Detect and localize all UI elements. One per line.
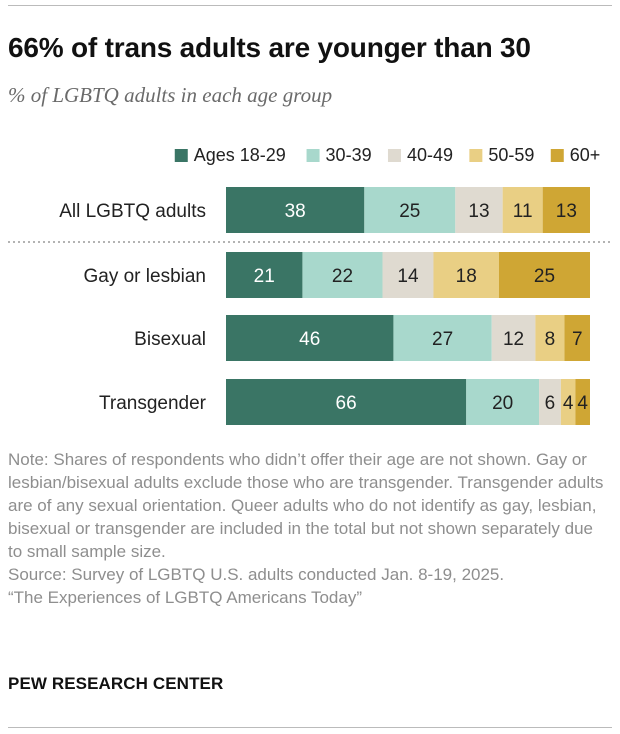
top-rule [8, 5, 612, 6]
data-label-bisexual-50-59: 8 [545, 329, 556, 350]
chart-title: 66% of trans adults are younger than 30 [8, 32, 531, 63]
data-label-transgender-50-59: 4 [563, 393, 574, 414]
legend-swatch-ages-18-29 [174, 149, 188, 162]
bar-gay-or-lesbian-ages-18-29 [226, 252, 303, 298]
data-label-all-lgbtq-adults-60: 13 [556, 201, 577, 222]
data-label-all-lgbtq-adults-50-59: 11 [513, 201, 533, 222]
data-label-all-lgbtq-adults-30-39: 25 [399, 201, 420, 222]
legend-label-40-49: 40-49 [407, 145, 453, 165]
bar-bisexual-50-59 [535, 315, 565, 361]
bar-bisexual-ages-18-29 [226, 315, 394, 361]
data-label-gay-or-lesbian-50-59: 18 [456, 266, 477, 287]
data-label-all-lgbtq-adults-ages-18-29: 38 [285, 201, 306, 222]
data-label-transgender-ages-18-29: 66 [336, 393, 357, 414]
legend-swatch-40-49 [387, 149, 401, 162]
bar-gay-or-lesbian-30-39 [302, 252, 383, 298]
pew-research-center-logo: PEW RESEARCH CENTER [8, 674, 224, 693]
source-text: Source: Survey of LGBTQ U.S. adults cond… [8, 565, 505, 584]
data-label-bisexual-60: 7 [572, 329, 583, 350]
legend-label-ages-18-29: Ages 18-29 [194, 145, 286, 165]
category-label-all-lgbtq-adults: All LGBTQ adults [59, 201, 206, 222]
data-label-gay-or-lesbian-40-49: 14 [397, 266, 419, 287]
legend-label-50-59: 50-59 [488, 145, 534, 165]
data-label-bisexual-ages-18-29: 46 [299, 329, 320, 350]
bar-all-lgbtq-adults-ages-18-29 [226, 187, 365, 233]
bar-transgender-40-49 [539, 379, 561, 425]
data-label-transgender-60: 4 [577, 393, 588, 414]
bar-transgender-ages-18-29 [226, 379, 467, 425]
data-label-bisexual-40-49: 12 [503, 329, 524, 350]
data-label-gay-or-lesbian-ages-18-29: 21 [254, 266, 275, 287]
bar-all-lgbtq-adults-30-39 [364, 187, 456, 233]
bar-all-lgbtq-adults-50-59 [502, 187, 543, 233]
category-label-gay-or-lesbian: Gay or lesbian [83, 266, 206, 287]
chart-note: Note: Shares of respondents who didn’t o… [8, 448, 608, 609]
bar-gay-or-lesbian-60 [499, 252, 590, 298]
bar-bisexual-30-39 [393, 315, 492, 361]
bar-transgender-30-39 [466, 379, 540, 425]
bar-bisexual-40-49 [491, 315, 536, 361]
data-label-transgender-30-39: 20 [492, 393, 513, 414]
data-label-bisexual-30-39: 27 [432, 329, 453, 350]
bar-bisexual-60 [564, 315, 590, 361]
legend-label-60: 60+ [570, 145, 601, 165]
stacked-bar-chart: Ages 18-29 30-39 40-49 50-59 60+ All LGBTQ ad… [8, 145, 612, 425]
data-label-gay-or-lesbian-60: 25 [534, 266, 555, 287]
category-label-transgender: Transgender [99, 393, 207, 414]
legend-label-30-39: 30-39 [326, 145, 372, 165]
chart-subtitle: % of LGBTQ adults in each age group [8, 83, 333, 107]
bar-all-lgbtq-adults-60 [542, 187, 590, 233]
category-label-bisexual: Bisexual [134, 329, 206, 350]
report-title: “The Experiences of LGBTQ Americans Toda… [8, 588, 363, 607]
note-text: Note: Shares of respondents who didn’t o… [8, 450, 604, 561]
bar-transgender-60 [575, 379, 590, 425]
bar-all-lgbtq-adults-40-49 [455, 187, 503, 233]
legend-swatch-60 [550, 149, 564, 162]
bar-transgender-50-59 [560, 379, 576, 425]
data-label-transgender-40-49: 6 [545, 393, 556, 414]
data-label-all-lgbtq-adults-40-49: 13 [468, 201, 489, 222]
legend-swatch-30-39 [306, 149, 320, 162]
legend-swatch-50-59 [469, 149, 483, 162]
bottom-rule [8, 727, 612, 728]
bar-gay-or-lesbian-50-59 [433, 252, 499, 298]
data-label-gay-or-lesbian-30-39: 22 [332, 266, 353, 287]
bar-gay-or-lesbian-40-49 [382, 252, 434, 298]
